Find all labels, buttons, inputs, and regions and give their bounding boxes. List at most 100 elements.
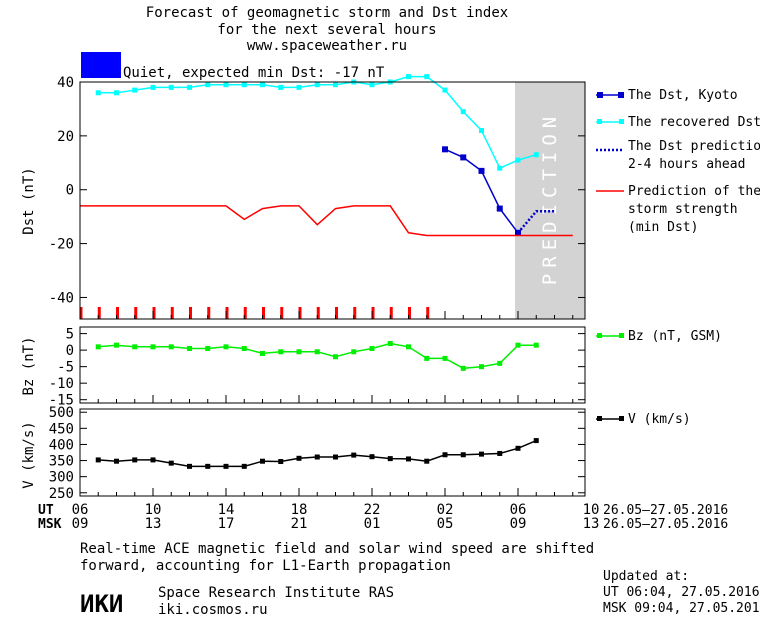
legend-dst-prediction-label-1: The Dst prediction bbox=[628, 139, 760, 154]
series-point bbox=[260, 350, 265, 356]
series-point bbox=[114, 458, 119, 464]
series-point bbox=[515, 229, 521, 236]
series-point bbox=[533, 438, 539, 444]
series-point bbox=[314, 349, 320, 355]
legend-dst-prediction: The Dst prediction 2-4 hours ahead bbox=[596, 139, 760, 172]
series-point bbox=[260, 82, 265, 88]
series-point bbox=[460, 365, 466, 371]
v-y-tick-label: 450 bbox=[49, 421, 74, 437]
series-point bbox=[351, 452, 357, 458]
series-point bbox=[150, 457, 156, 463]
series-point bbox=[351, 349, 357, 355]
series-point bbox=[168, 344, 174, 350]
v-y-tick-label: 300 bbox=[49, 470, 74, 486]
series-point bbox=[278, 349, 284, 355]
legend-dst-recovered: The recovered Dst bbox=[596, 115, 760, 130]
x-tick-label-ut: 22 bbox=[364, 502, 381, 518]
series-point bbox=[241, 82, 247, 88]
series-point bbox=[442, 355, 448, 361]
series-point bbox=[260, 458, 265, 464]
x-tick-label-ut: 06 bbox=[72, 502, 89, 518]
series-point bbox=[369, 82, 375, 88]
institute-name: Space Research Institute RAS bbox=[158, 585, 394, 601]
series-point bbox=[95, 344, 101, 350]
legend-dst-kyoto-label: The Dst, Kyoto bbox=[628, 88, 738, 103]
series-point bbox=[515, 342, 521, 348]
v-y-tick-label: 250 bbox=[49, 486, 74, 502]
series-point bbox=[114, 90, 119, 96]
updated-msk: MSK 09:04, 27.05.2016 bbox=[603, 601, 760, 616]
bz-y-tick-label: -10 bbox=[49, 376, 74, 392]
series-point bbox=[333, 82, 338, 88]
series-point bbox=[442, 146, 448, 153]
footer-note-line2: forward, accounting for L1-Earth propaga… bbox=[80, 558, 451, 574]
dst-y-tick-label: 20 bbox=[57, 129, 74, 145]
series-point bbox=[205, 463, 211, 469]
series-line bbox=[98, 439, 537, 468]
dst-panel: PREDICTION 40 20 0 -20 -40 Dst (nT) bbox=[21, 74, 586, 320]
series-point bbox=[205, 345, 211, 351]
series-point bbox=[314, 82, 320, 88]
series-point bbox=[241, 463, 247, 469]
bz-panel: 50-5-10-15 Bz (nT) bbox=[21, 326, 586, 409]
series-point bbox=[424, 74, 430, 80]
x-tick-label-msk: 01 bbox=[364, 516, 381, 532]
series-point bbox=[205, 82, 211, 88]
legend-dst-kyoto: The Dst, Kyoto bbox=[596, 88, 738, 103]
dst-y-tick-label: -40 bbox=[49, 290, 74, 306]
series-point bbox=[150, 344, 156, 350]
series-point bbox=[296, 349, 302, 355]
v-y-tick-label: 350 bbox=[49, 454, 74, 470]
updated-label: Updated at: bbox=[603, 569, 689, 584]
series-point bbox=[387, 456, 393, 462]
series-point bbox=[314, 454, 320, 460]
x-tick-label-msk: 21 bbox=[291, 516, 308, 532]
series-point bbox=[515, 157, 521, 163]
x-axis-ut-range: 26.05—27.05.2016 bbox=[603, 503, 728, 518]
dst-y-tick-label: -20 bbox=[49, 237, 74, 253]
legend-storm-label-2: storm strength bbox=[628, 202, 738, 217]
bz-y-tick-label: 5 bbox=[66, 327, 74, 343]
prediction-shade bbox=[515, 82, 585, 319]
series-point bbox=[150, 84, 156, 90]
series-point bbox=[278, 84, 284, 90]
dst-y-axis-label: Dst (nT) bbox=[21, 167, 37, 234]
series-point bbox=[223, 344, 229, 350]
series-point bbox=[497, 450, 503, 456]
series-point bbox=[296, 84, 302, 90]
series-point bbox=[95, 457, 101, 463]
series-point bbox=[533, 152, 539, 158]
series-point bbox=[95, 90, 101, 96]
series-point bbox=[442, 87, 448, 93]
series-point bbox=[478, 167, 485, 174]
series-point bbox=[333, 454, 338, 460]
x-tick-label-ut: 10 bbox=[145, 502, 162, 518]
series-point bbox=[460, 452, 466, 458]
v-y-axis-label: V (km/s) bbox=[21, 421, 37, 488]
bz-y-tick-label: -15 bbox=[49, 393, 74, 409]
series-line bbox=[80, 205, 573, 237]
x-axis-ut-label: UT bbox=[38, 503, 54, 518]
x-tick-label-msk: 13 bbox=[145, 516, 162, 532]
series-point bbox=[187, 463, 192, 469]
updated-ut: UT 06:04, 27.05.2016 bbox=[603, 585, 760, 600]
series-point bbox=[460, 154, 467, 161]
x-tick-label-ut: 10 bbox=[583, 502, 600, 518]
series-point bbox=[223, 82, 229, 88]
series-point bbox=[424, 355, 430, 361]
series-point bbox=[369, 345, 375, 351]
series-point bbox=[515, 445, 521, 451]
v-y-tick-label: 500 bbox=[49, 405, 74, 421]
series-point bbox=[296, 455, 302, 461]
footer-note-line1: Real-time ACE magnetic field and solar w… bbox=[80, 541, 594, 557]
series-point bbox=[241, 345, 247, 351]
series-point bbox=[460, 109, 466, 115]
series-line bbox=[98, 342, 537, 370]
series-point bbox=[278, 459, 284, 465]
series-point bbox=[223, 463, 229, 469]
x-tick-label-ut: 02 bbox=[437, 502, 454, 518]
dst-y-tick-label: 0 bbox=[66, 183, 74, 199]
chart-title-line1: Forecast of geomagnetic storm and Dst in… bbox=[146, 5, 508, 21]
series-point bbox=[132, 457, 138, 463]
